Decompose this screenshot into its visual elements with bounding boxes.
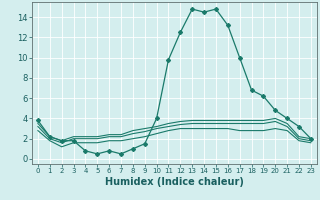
X-axis label: Humidex (Indice chaleur): Humidex (Indice chaleur) xyxy=(105,177,244,187)
